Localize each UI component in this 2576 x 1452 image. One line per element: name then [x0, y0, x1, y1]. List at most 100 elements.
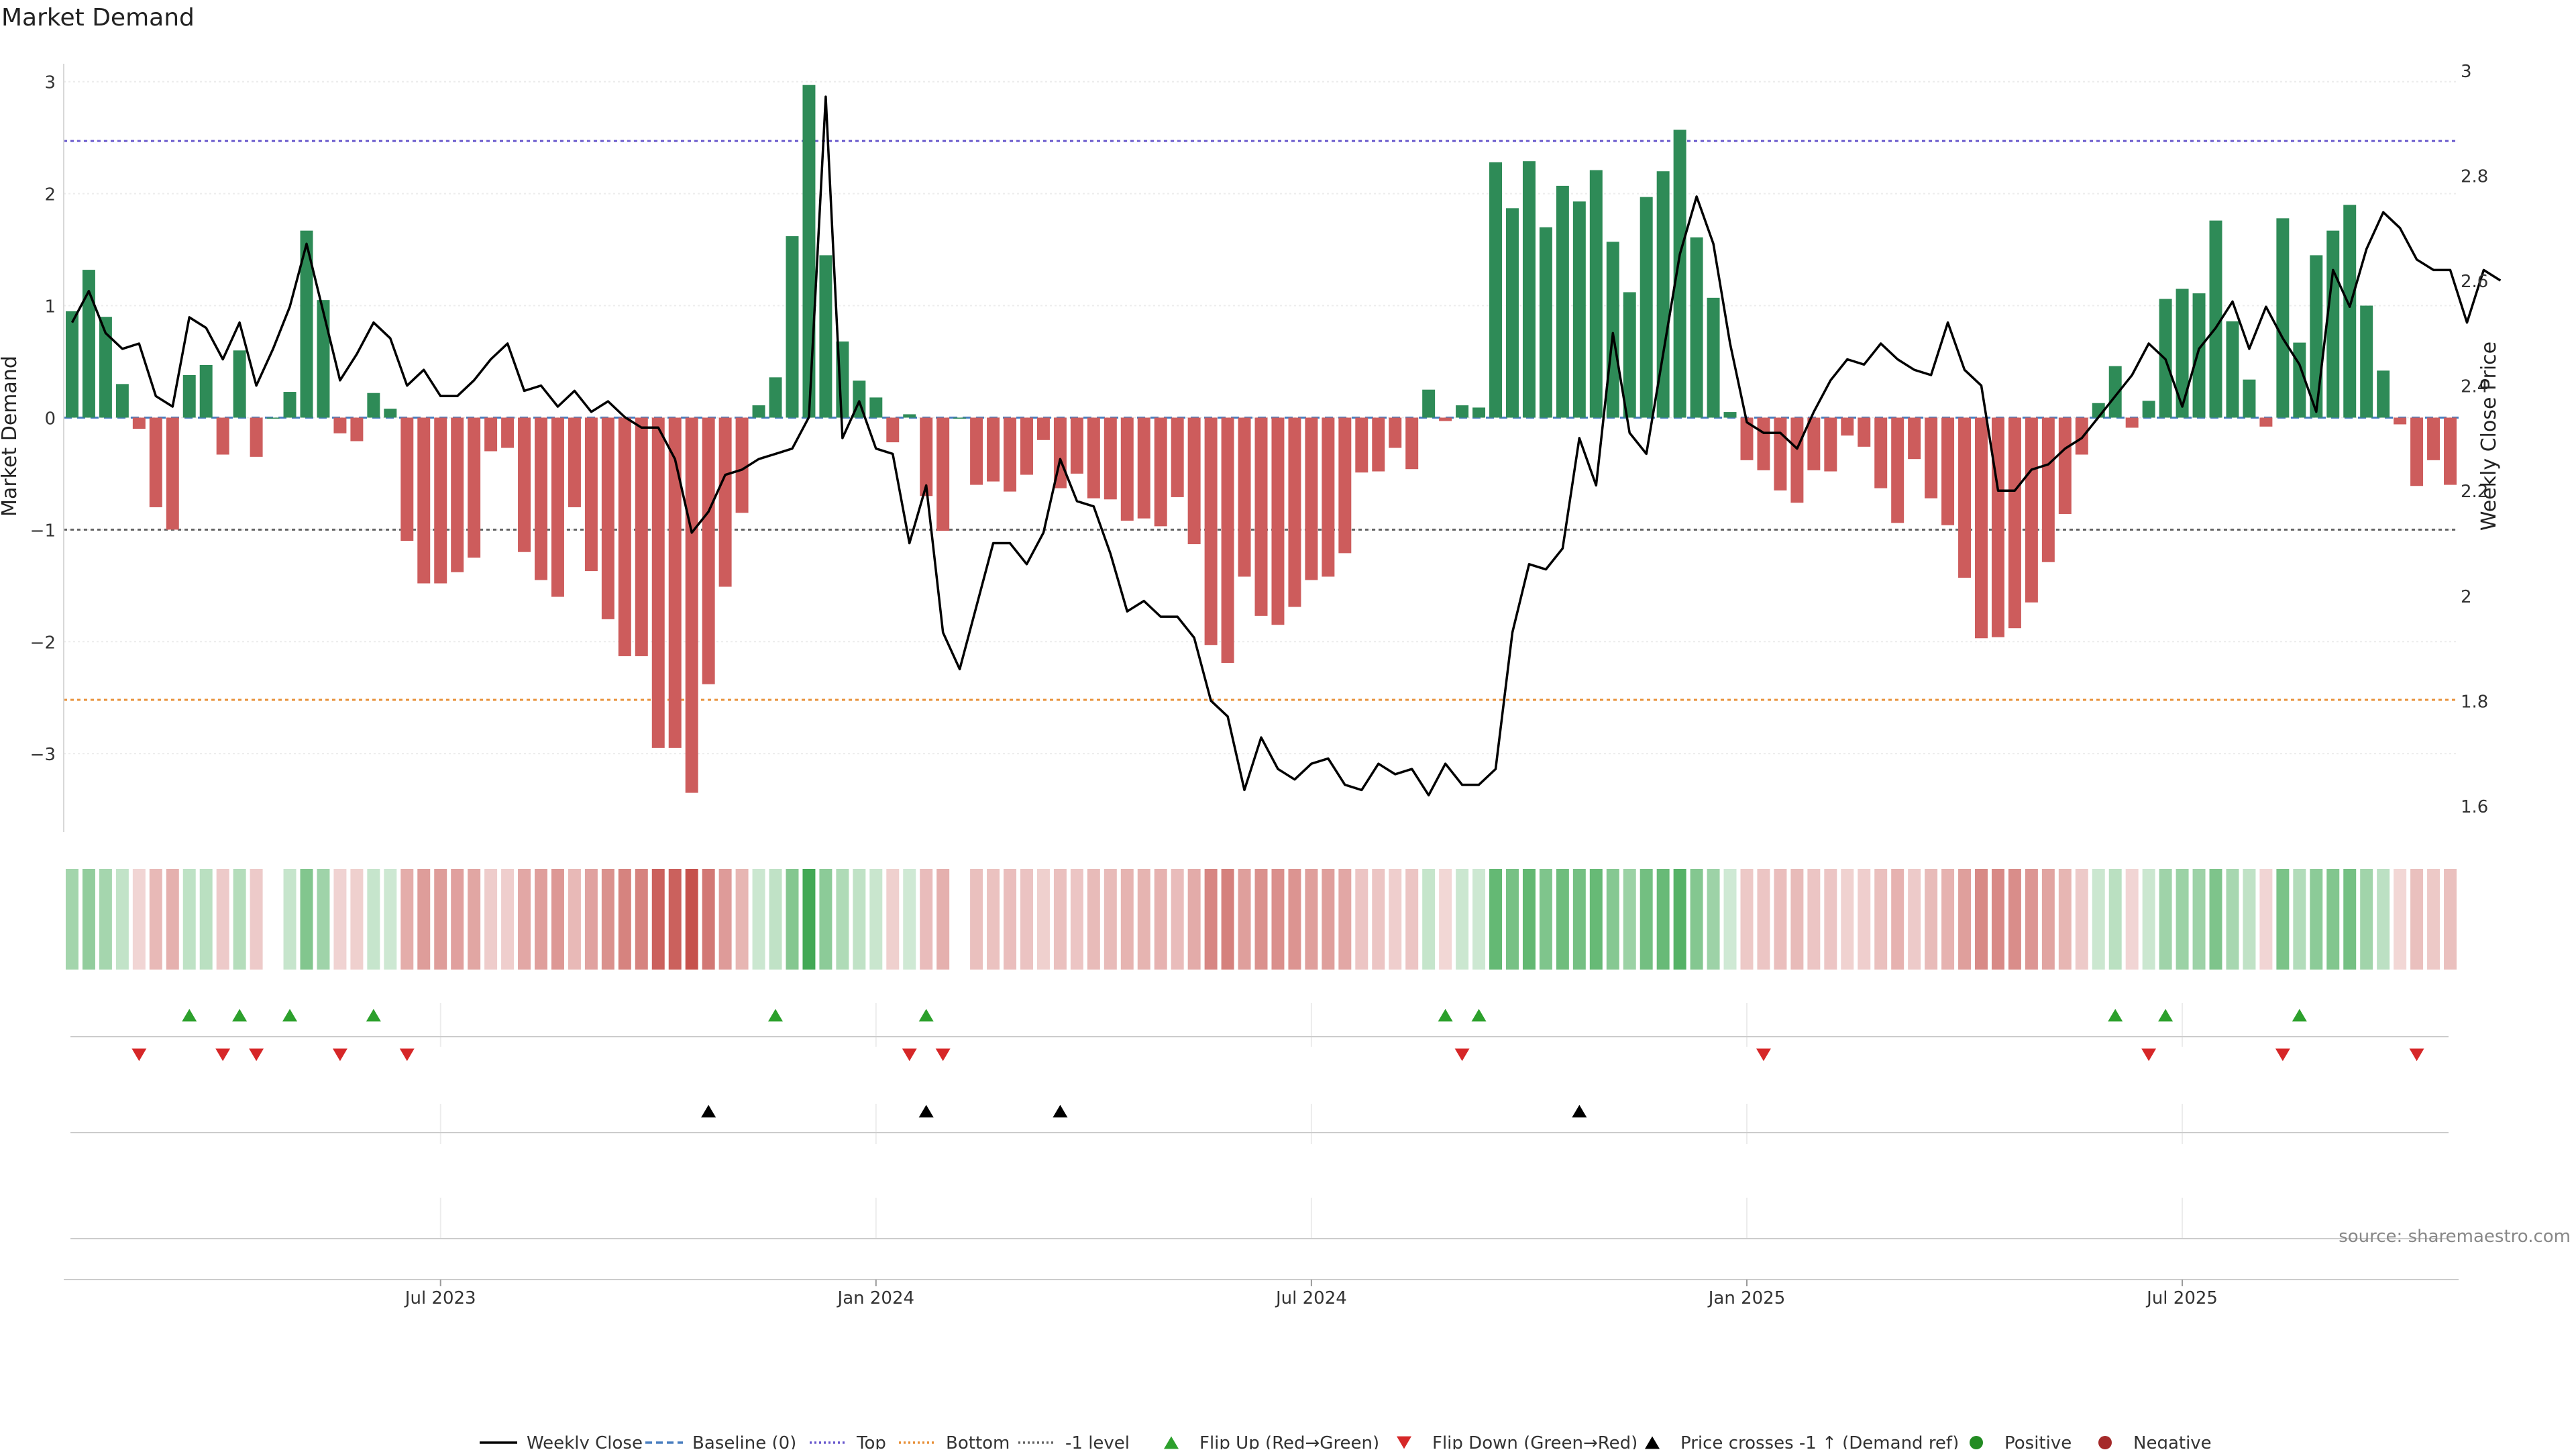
demand-bar — [65, 311, 78, 418]
demand-bar — [1690, 237, 1703, 418]
demand-bar — [1104, 417, 1117, 500]
heat-cell — [1137, 869, 1150, 970]
demand-bar — [1757, 417, 1770, 470]
heat-cell — [1623, 869, 1636, 970]
demand-bar — [1740, 417, 1754, 460]
demand-bar — [1941, 417, 1955, 525]
demand-bar — [920, 417, 933, 497]
heat-cell — [182, 869, 196, 970]
heat-cell — [317, 869, 330, 970]
y-axis-label: Market Demand — [0, 356, 21, 517]
heat-cell — [1154, 869, 1167, 970]
demand-bar — [752, 405, 765, 418]
demand-bar — [199, 364, 213, 418]
demand-bar — [115, 384, 129, 418]
heat-cell — [400, 869, 414, 970]
heat-cell — [367, 869, 380, 970]
heat-cell — [2125, 869, 2139, 970]
flip-up-marker — [232, 1008, 248, 1022]
demand-bar — [2142, 401, 2155, 418]
demand-bar — [551, 417, 564, 597]
heat-cell — [618, 869, 631, 970]
demand-bar — [1572, 201, 1586, 418]
x-tick-label: Jan 2025 — [1707, 1288, 1786, 1308]
flip-up-marker — [366, 1008, 381, 1022]
heat-cell — [2025, 869, 2038, 970]
legend-label: Bottom — [946, 1433, 1010, 1449]
heat-cell — [1036, 869, 1050, 970]
heat-cell — [1087, 869, 1100, 970]
x-axis: Jul 2023 Jan 2024 Jul 2024 Jan 2025 Jul 2025 — [64, 1279, 2459, 1308]
heat-cell — [1439, 869, 1452, 970]
demand-bar — [1087, 417, 1100, 499]
demand-bar — [1556, 185, 1569, 418]
heat-cell — [2293, 869, 2306, 970]
price-cross-marker — [1053, 1104, 1068, 1118]
heat-cell — [283, 869, 297, 970]
heat-cell — [216, 869, 229, 970]
demand-bar — [367, 393, 380, 418]
heat-cell — [2326, 869, 2340, 970]
heat-cell — [233, 869, 246, 970]
demand-bar — [1505, 208, 1519, 418]
heat-cell — [1522, 869, 1536, 970]
heat-cell — [1824, 869, 1837, 970]
flip-up-marker — [768, 1008, 784, 1022]
heat-cell — [1355, 869, 1368, 970]
heat-cell — [702, 869, 715, 970]
demand-bar — [1991, 417, 2004, 637]
demand-bar — [735, 417, 749, 513]
heat-cell — [685, 869, 698, 970]
x-tick-label: Jul 2025 — [2145, 1288, 2218, 1308]
demand-bar — [886, 417, 900, 443]
demand-bar — [1640, 197, 1653, 418]
demand-bar — [518, 417, 531, 552]
heat-cell — [2192, 869, 2206, 970]
demand-bar — [1120, 417, 1134, 521]
flip-up-marker — [182, 1008, 197, 1022]
price-cross-marker — [1572, 1104, 1587, 1118]
flip-up-marker — [918, 1008, 934, 1022]
heat-cell — [2008, 869, 2021, 970]
heat-cell — [1254, 869, 1268, 970]
demand-bar — [2377, 370, 2390, 418]
heat-cell — [836, 869, 849, 970]
heat-strip — [65, 869, 2457, 970]
demand-bar — [1891, 417, 1904, 523]
heat-cell — [132, 869, 146, 970]
demand-bar — [1004, 417, 1017, 492]
heat-cell — [2176, 869, 2189, 970]
demand-bar — [468, 417, 481, 558]
heat-cell — [920, 869, 933, 970]
heat-cell — [1958, 869, 1972, 970]
demand-bar — [1456, 405, 1469, 418]
heat-cell — [1422, 869, 1436, 970]
heat-cell — [735, 869, 749, 970]
legend-label: Negative — [2133, 1433, 2212, 1449]
demand-bar — [417, 417, 431, 584]
heat-cell — [1556, 869, 1569, 970]
heat-cell — [468, 869, 481, 970]
demand-bar — [1858, 417, 1871, 447]
flip-down-marker — [935, 1048, 951, 1061]
heat-cell — [752, 869, 765, 970]
heat-cell — [1238, 869, 1251, 970]
demand-bar — [2326, 230, 2340, 418]
chart-title: Market Demand — [1, 4, 195, 32]
demand-bar — [1908, 417, 1921, 460]
heat-cell — [2444, 869, 2457, 970]
y2-tick-label: 2.2 — [2461, 482, 2488, 502]
heat-cell — [65, 869, 78, 970]
heat-cell — [551, 869, 564, 970]
demand-bar — [1925, 417, 1938, 499]
heat-cell — [802, 869, 816, 970]
heat-cell — [786, 869, 799, 970]
flip-up-marker — [2158, 1008, 2174, 1022]
demand-bar — [501, 417, 515, 448]
demand-bar — [1439, 417, 1452, 421]
demand-bar — [1254, 417, 1268, 616]
demand-bar — [2041, 417, 2055, 562]
heat-cell — [668, 869, 682, 970]
heat-cell — [535, 869, 547, 970]
